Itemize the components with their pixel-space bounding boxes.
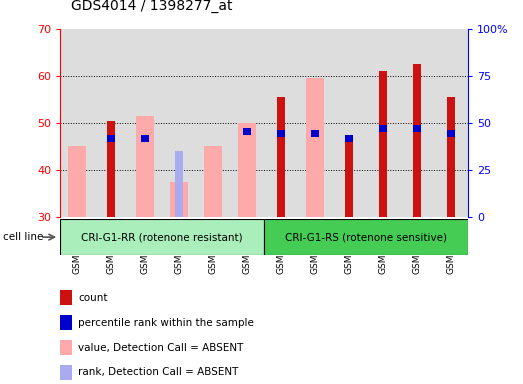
Bar (264, 219, 468, 255)
Bar (128, 29, 162, 217)
Bar (366, 29, 400, 217)
Text: percentile rank within the sample: percentile rank within the sample (78, 318, 254, 328)
Bar (243, 127, 251, 135)
Bar (60, 219, 264, 255)
Bar (107, 135, 115, 142)
Bar (345, 135, 353, 217)
Bar (60, 29, 94, 217)
Bar (379, 71, 387, 217)
Bar (379, 125, 387, 132)
Text: CRI-G1-RR (rotenone resistant): CRI-G1-RR (rotenone resistant) (81, 232, 243, 242)
Bar (175, 151, 183, 217)
Bar (447, 97, 455, 217)
Bar (447, 130, 455, 137)
Bar (311, 130, 319, 137)
Text: cell line: cell line (3, 232, 43, 242)
Bar (230, 29, 264, 217)
Bar (170, 182, 188, 217)
Bar (413, 64, 421, 217)
Bar (413, 125, 421, 132)
Bar (298, 29, 332, 217)
Bar (196, 29, 230, 217)
Bar (141, 135, 149, 142)
Text: count: count (78, 293, 107, 303)
Text: CRI-G1-RS (rotenone sensitive): CRI-G1-RS (rotenone sensitive) (285, 232, 447, 242)
Bar (277, 97, 285, 217)
Bar (238, 123, 256, 217)
Text: GDS4014 / 1398277_at: GDS4014 / 1398277_at (71, 0, 232, 13)
Bar (332, 29, 366, 217)
Bar (400, 29, 434, 217)
Bar (107, 121, 115, 217)
Bar (68, 146, 86, 217)
Text: value, Detection Call = ABSENT: value, Detection Call = ABSENT (78, 343, 243, 353)
Bar (204, 146, 222, 217)
Bar (434, 29, 468, 217)
Text: rank, Detection Call = ABSENT: rank, Detection Call = ABSENT (78, 367, 238, 377)
Bar (94, 29, 128, 217)
Bar (306, 78, 324, 217)
Bar (345, 135, 353, 142)
Bar (277, 130, 285, 137)
Bar (264, 29, 298, 217)
Bar (162, 29, 196, 217)
Bar (136, 116, 154, 217)
